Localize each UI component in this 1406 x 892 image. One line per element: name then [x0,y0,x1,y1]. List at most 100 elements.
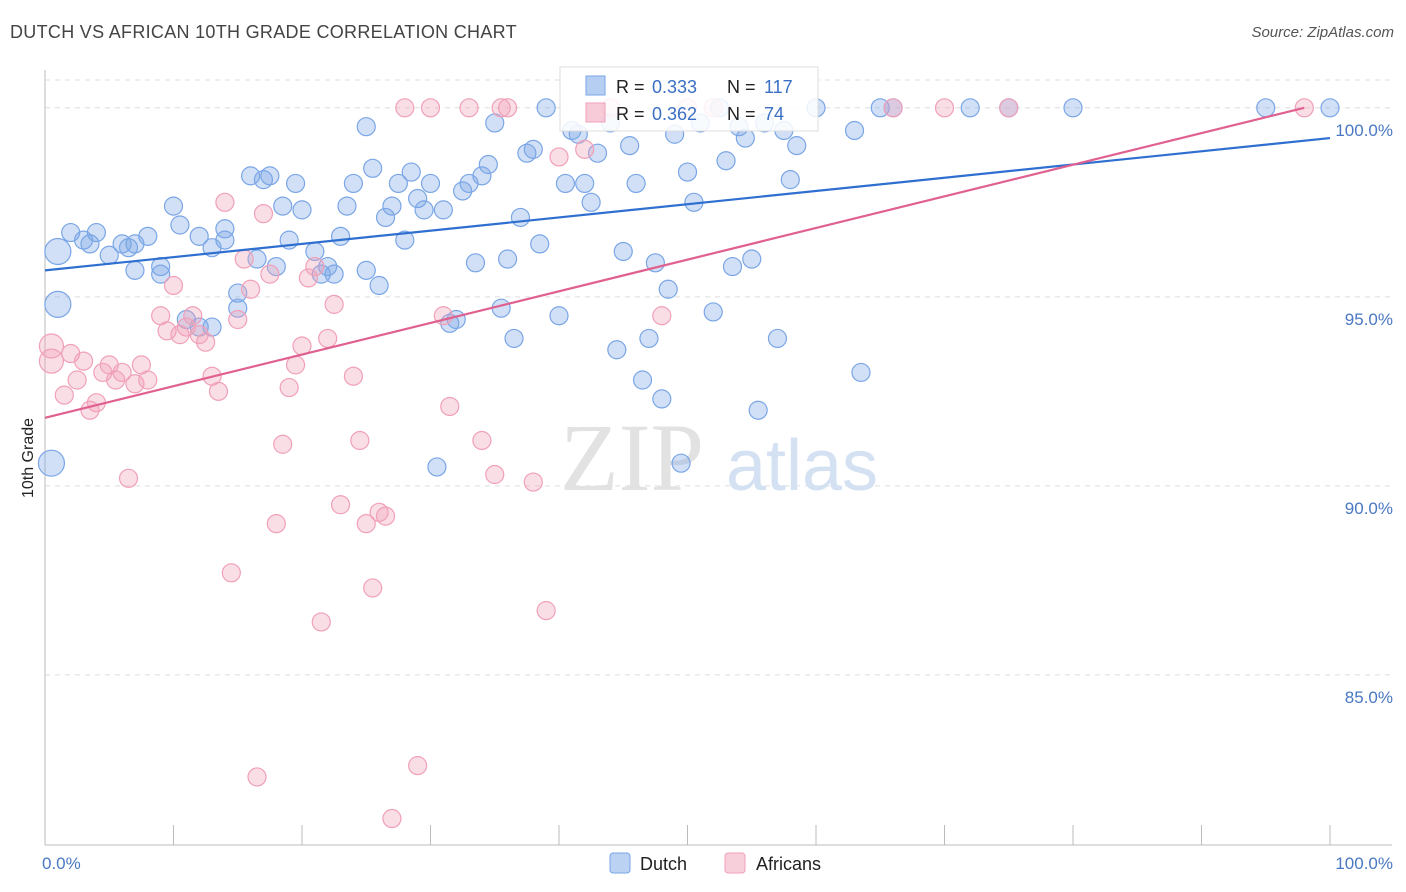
africans-point [652,306,672,326]
africans-point [440,396,460,417]
africans-point [363,578,383,598]
dutch-point [37,449,66,477]
dutch-point [241,166,261,186]
africans-bottom-label: Africans [756,854,821,874]
dutch-point [151,264,171,284]
dutch-point [787,136,807,156]
y-tick-label: 95.0% [1345,310,1393,329]
dutch-point [960,98,980,118]
africans-point [163,275,184,296]
africans-point [189,325,209,345]
africans-point [241,279,261,299]
legend-n-value: 74 [764,104,784,124]
dutch-point [125,260,145,280]
dutch-point [742,249,762,269]
dutch-point [324,264,344,284]
dutch-point [414,200,434,220]
africans-point [420,98,441,118]
africans-bottom-swatch [724,852,746,874]
africans-point [125,374,145,394]
dutch-point [504,328,524,349]
y-axis-label: 10th Grade [20,418,37,498]
dutch-point [151,256,171,277]
dutch-point [420,173,441,194]
dutch-point [607,340,627,360]
africans-point [343,366,363,386]
dutch-point [677,162,698,182]
dutch-point [86,222,107,243]
africans-point [883,98,903,118]
africans-point [485,464,505,485]
dutch-point [767,328,788,349]
africans-point [112,362,132,383]
legend-r-value: 0.333 [652,77,697,97]
africans-point [395,98,415,118]
africans-point [138,370,158,390]
africans-point [999,98,1019,118]
africans-point [472,430,492,451]
dutch-point [626,173,646,194]
africans-point [311,612,331,632]
dutch-point [170,215,190,235]
africans-point [523,472,543,492]
dutch-point [671,453,691,473]
dutch-point [658,279,678,299]
dutch-point [472,166,492,186]
dutch-point [498,249,518,269]
dutch-point [581,192,601,212]
legend-n-label: N = [727,77,756,97]
africans-point [375,506,396,526]
dutch-point [549,306,569,326]
trend-lines [44,106,1331,419]
africans-point [183,306,203,326]
africans-point [157,321,177,341]
africans-point [279,377,299,398]
dutch-point [735,128,755,148]
dutch-point [189,226,209,246]
watermark-zip: ZIP [560,404,704,511]
dutch-point [375,207,396,228]
africans-point [536,601,556,621]
africans-point [318,328,338,349]
africans-point [350,430,370,451]
dutch-point [844,120,865,141]
dutch-point [555,173,576,194]
legend-n-label: N = [727,104,756,124]
dutch-point [343,173,363,194]
dutch-point [260,166,280,186]
dutch-point [639,328,659,349]
dutch-point [292,200,312,220]
watermark-atlas: atlas [726,426,878,506]
dutch-point [395,230,415,250]
africans-point [234,249,254,269]
dutch-point [44,290,72,318]
dutch-point [722,256,743,277]
dutch-point [453,181,473,201]
y-tick-label: 85.0% [1345,688,1393,707]
dutch-point [273,196,293,216]
dutch-point [163,196,184,216]
africans-point [408,756,428,776]
dutch-point [356,260,376,280]
x-tick-labels: 0.0% 100.0% [42,854,1393,873]
africans-point [38,333,65,359]
africans-point [208,381,229,401]
africans-point [330,495,351,515]
dutch-point [652,389,672,409]
africans-trend-line [44,106,1305,419]
africans-point [491,98,511,118]
dutch-point [1320,98,1340,118]
dutch-point [80,234,100,254]
dutch-point [536,98,556,118]
dutch-point [465,253,486,273]
dutch-point [851,362,871,383]
africans-point [196,332,216,352]
africans-point [324,294,344,314]
dutch-point [215,219,235,239]
africans-point [170,325,190,345]
dutch-point [780,170,800,190]
dutch-point [587,143,608,163]
africans-point [382,808,402,829]
dutch-point [408,188,428,209]
